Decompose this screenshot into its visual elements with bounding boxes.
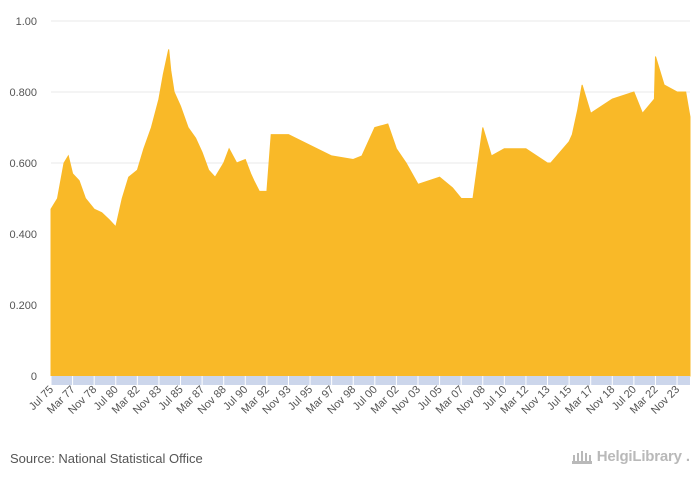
brand-dot: . xyxy=(685,448,690,465)
y-tick-label: 1.00 xyxy=(16,16,37,28)
source-label: Source: National Statistical Office xyxy=(10,451,203,466)
y-tick-label: 0.200 xyxy=(9,300,37,312)
brand-name: HelgiLibrary xyxy=(596,448,682,465)
y-tick-label: 0.400 xyxy=(9,229,37,241)
x-axis-band xyxy=(51,376,690,385)
brand-logo[interactable]: HelgiLibrary. xyxy=(571,448,690,465)
library-building-icon xyxy=(571,450,592,464)
y-tick-label: 0 xyxy=(31,371,37,383)
chart-footer: Source: National Statistical Office Helg… xyxy=(0,438,700,483)
series-area xyxy=(50,49,691,377)
y-tick-label: 0.800 xyxy=(9,87,37,99)
y-tick-label: 0.600 xyxy=(9,158,37,170)
